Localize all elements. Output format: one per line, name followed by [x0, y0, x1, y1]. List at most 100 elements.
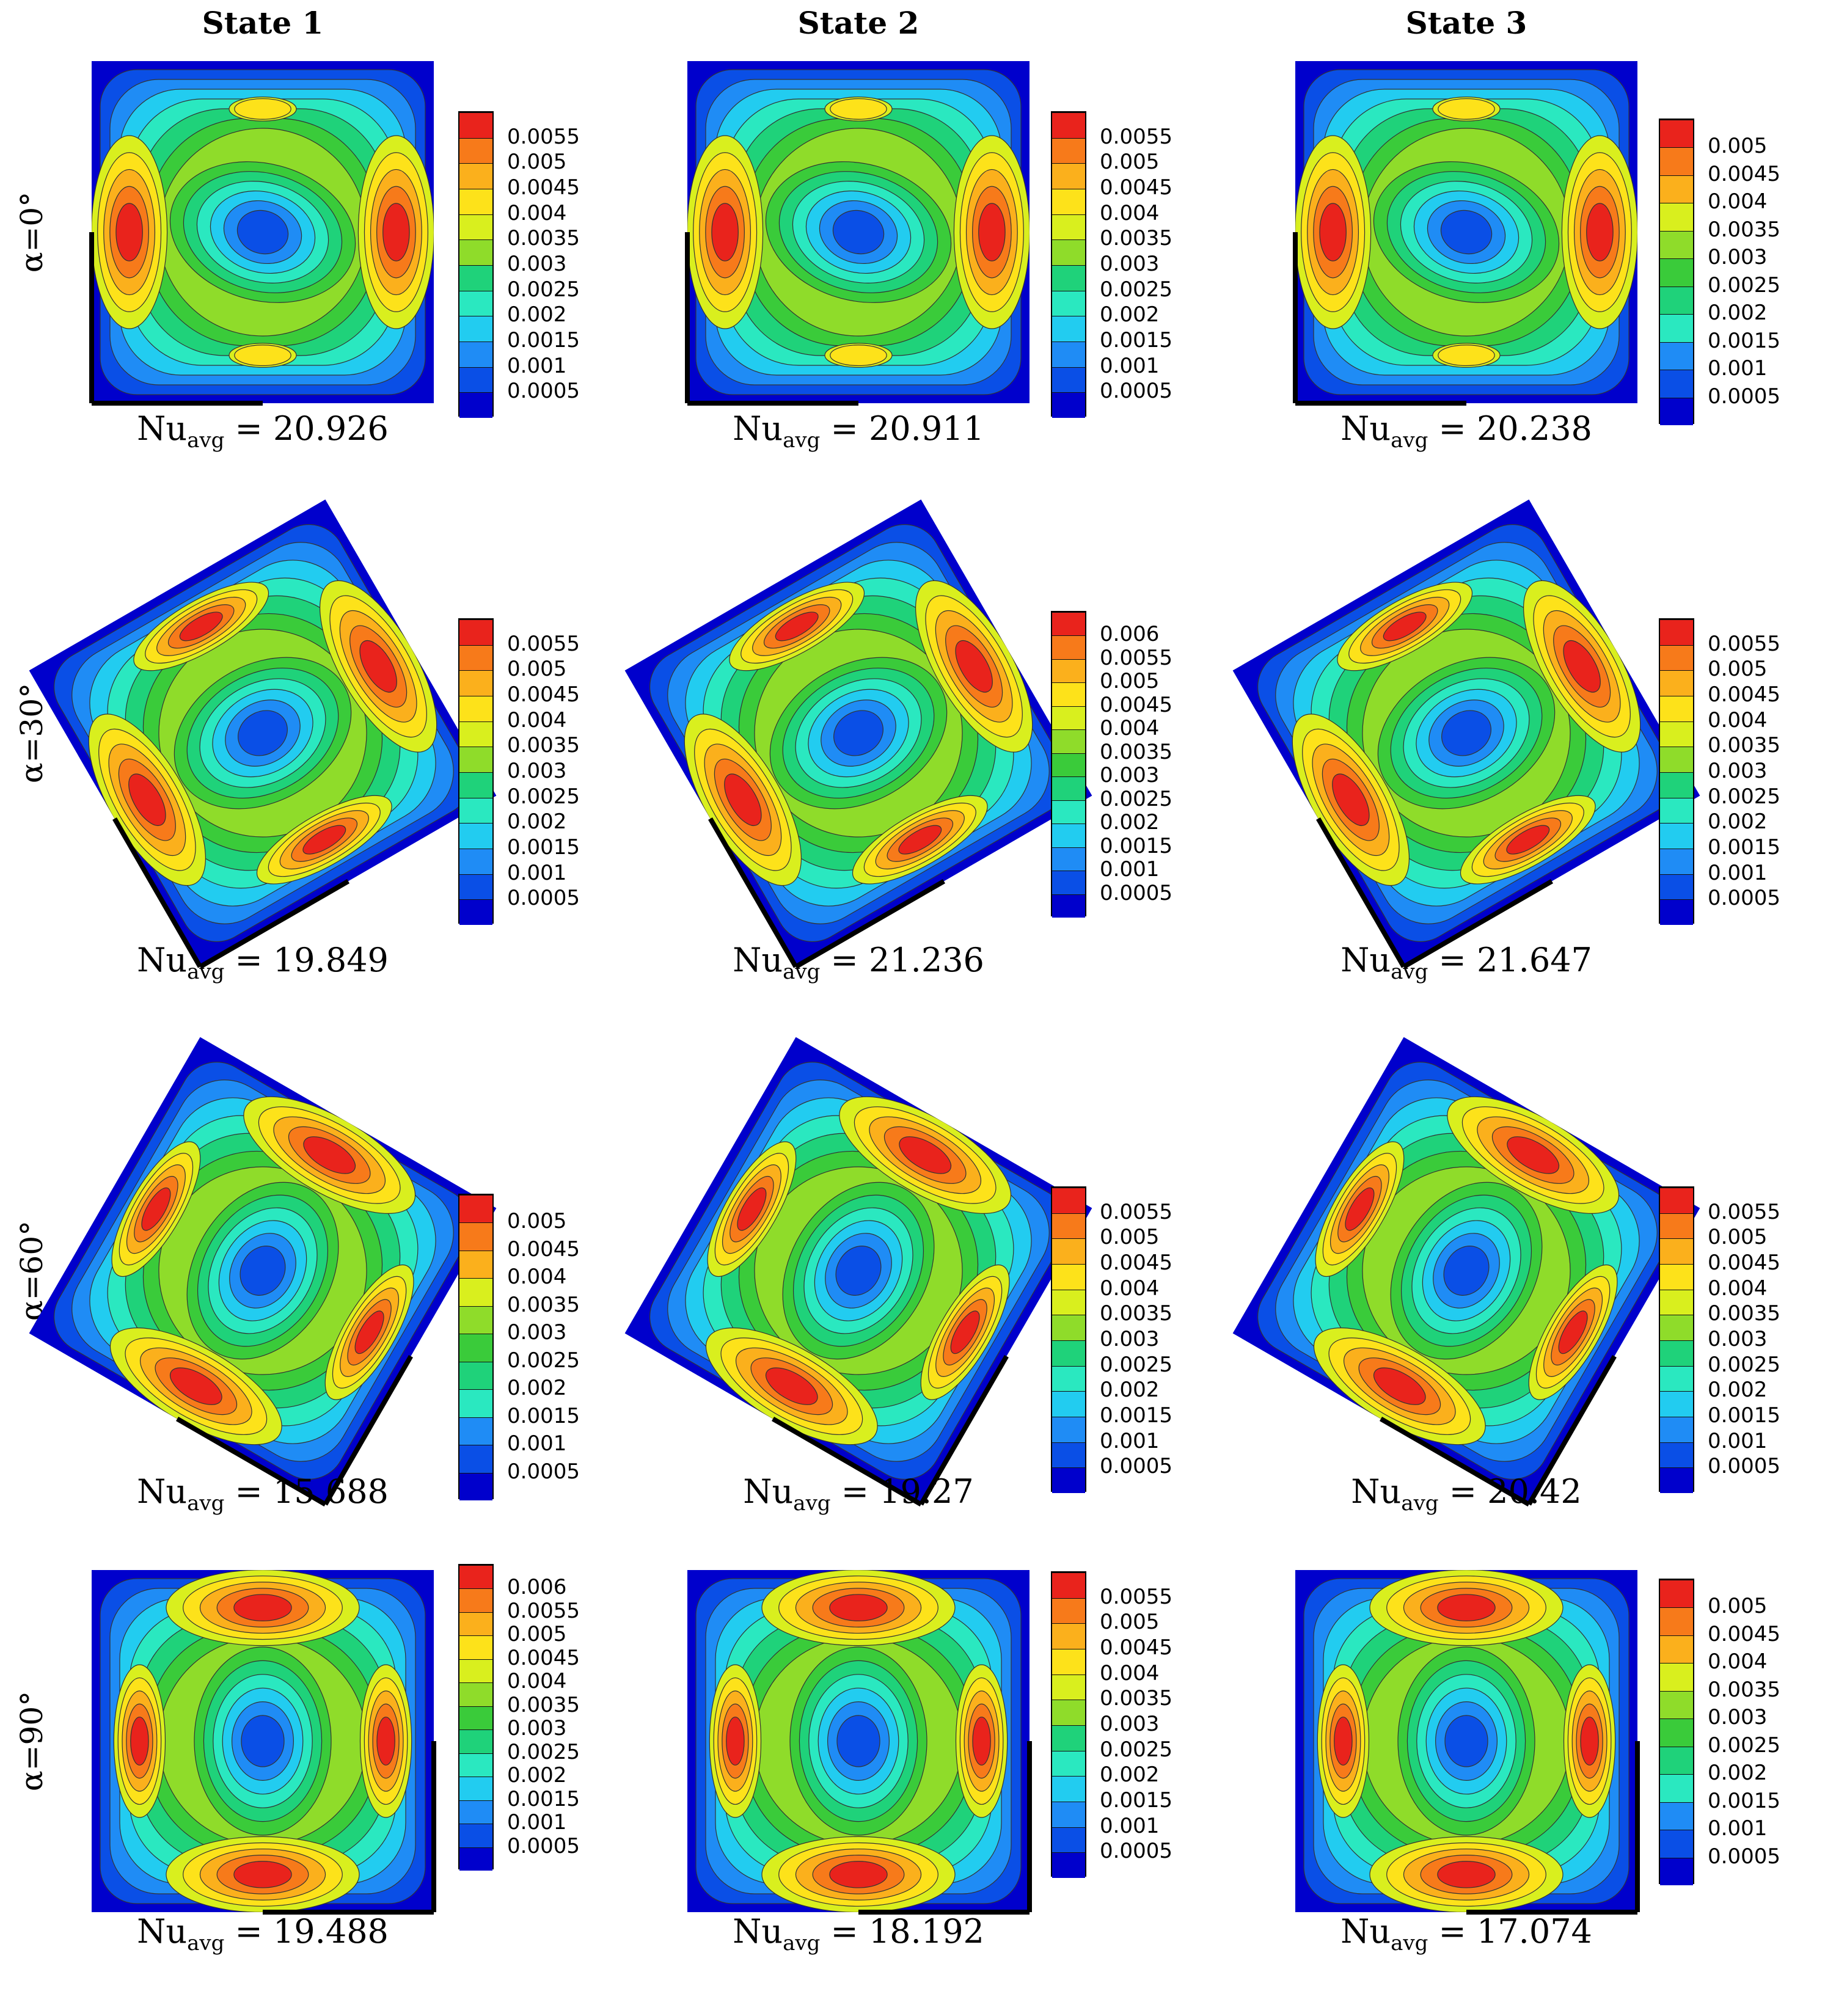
- contour-hotspot: [829, 1861, 888, 1888]
- legend-swatch: [1660, 1690, 1693, 1719]
- legend-swatch: [1052, 1365, 1085, 1392]
- nu-value: 19.849: [272, 941, 389, 979]
- legend-label: 0.0015: [1708, 835, 1780, 860]
- contour-hotspot: [1580, 1717, 1599, 1766]
- heated-wall: [1380, 1417, 1531, 1507]
- legend-label: 0.005: [1708, 1594, 1768, 1619]
- legend-colorbar: [458, 111, 494, 418]
- legend-label: 0.0005: [1100, 1454, 1172, 1479]
- contour-hotspot: [775, 612, 819, 641]
- contour-hotspot: [1437, 1861, 1496, 1888]
- contour-hotspot: [382, 203, 410, 261]
- contour-core: [1440, 210, 1493, 255]
- legend-swatch: [1660, 314, 1693, 342]
- legend-label: 0.0015: [1100, 1788, 1172, 1813]
- contour-hotspot: [128, 773, 166, 827]
- legend-label: 0.002: [1708, 1378, 1768, 1403]
- legend-label: 0.0015: [507, 1786, 580, 1811]
- legend-label: 0.0025: [1100, 786, 1172, 811]
- contour-plot: [29, 1037, 497, 1507]
- legend-colorbar: [1051, 111, 1086, 418]
- legend-label: 0.002: [507, 809, 567, 835]
- legend-label: 0.0005: [1708, 886, 1780, 911]
- legend-label: 0.0055: [1100, 1584, 1172, 1609]
- legend-swatch: [459, 1612, 492, 1636]
- legend-label: 0.003: [1708, 1327, 1768, 1351]
- legend-swatch: [1660, 147, 1693, 175]
- legend-swatch: [459, 1445, 492, 1473]
- legend-label: 0.0035: [1100, 1301, 1172, 1326]
- legend-label: 0.0045: [1708, 161, 1780, 186]
- contour-hotspot: [724, 773, 762, 827]
- contour-core: [835, 1246, 882, 1296]
- legend-label: 0.0055: [507, 631, 580, 656]
- legend-label: 0.005: [1100, 1225, 1160, 1250]
- nu-subscript: avg: [187, 1491, 225, 1516]
- nu-symbol: Nu: [1340, 409, 1391, 448]
- legend-label: 0.0045: [507, 1236, 580, 1262]
- legend-swatch: [1660, 397, 1693, 425]
- contour-hotspot: [1437, 1594, 1496, 1621]
- legend-swatch: [459, 1195, 492, 1223]
- legend-swatch: [1660, 1774, 1693, 1802]
- contour-hotspot: [955, 640, 993, 693]
- legend-label: 0.0035: [1100, 739, 1172, 764]
- nu-subscript: avg: [783, 428, 821, 453]
- nu-value: 18.192: [868, 1912, 984, 1951]
- legend-swatch: [1660, 849, 1693, 874]
- legend-label: 0.0005: [1100, 1839, 1172, 1864]
- contour-hotspot: [1558, 1310, 1588, 1354]
- contour-hotspot: [179, 612, 223, 641]
- legend-swatch: [1052, 265, 1085, 291]
- legend-label: 0.003: [1100, 763, 1160, 788]
- legend-swatch: [459, 239, 492, 265]
- nu-value: 21.647: [1476, 941, 1592, 979]
- legend-swatch: [1052, 1264, 1085, 1290]
- legend-label: 0.002: [1708, 301, 1768, 326]
- legend-swatch: [1660, 797, 1693, 824]
- contour-hotspot: [141, 1187, 171, 1231]
- heated-wall: [1527, 1355, 1617, 1506]
- legend-swatch: [1660, 341, 1693, 370]
- legend-swatch: [1660, 1365, 1693, 1392]
- legend-label: 0.001: [1708, 860, 1768, 885]
- nu-equals: =: [224, 1472, 273, 1511]
- legend-label: 0.006: [1100, 622, 1160, 647]
- contour-hotspot: [765, 1367, 818, 1405]
- legend-swatch: [1660, 1340, 1693, 1366]
- legend-label: 0.002: [1100, 1378, 1160, 1403]
- contour-hotspot: [1319, 203, 1347, 261]
- legend-swatch: [459, 1472, 492, 1500]
- contour-core: [1443, 1246, 1490, 1296]
- legend-swatch: [459, 1565, 492, 1589]
- legend-colorbar: [458, 618, 494, 925]
- contour-hotspot: [1438, 345, 1495, 367]
- legend-swatch: [1660, 258, 1693, 287]
- legend-label: 0.001: [507, 1431, 567, 1456]
- nu-subscript: avg: [1391, 428, 1428, 453]
- nu-value: 20.926: [272, 409, 389, 448]
- legend-label: 0.001: [1708, 1816, 1768, 1841]
- nu-avg-label: Nuavg = 19.488: [104, 1912, 422, 1956]
- legend-label: 0.0025: [1100, 1737, 1172, 1762]
- legend-swatch: [459, 874, 492, 900]
- contour-core: [1444, 1715, 1488, 1767]
- legend-label: 0.0015: [507, 328, 580, 352]
- nu-subscript: avg: [1391, 1931, 1428, 1956]
- legend-label: 0.004: [507, 707, 567, 732]
- legend-swatch: [459, 747, 492, 772]
- legend-swatch: [1660, 175, 1693, 203]
- nu-avg-label: Nuavg = 20.42: [1308, 1472, 1625, 1516]
- nu-symbol: Nu: [733, 409, 783, 448]
- legend-label: 0.0005: [1100, 379, 1172, 404]
- contour-hotspot: [1586, 203, 1614, 261]
- legend-swatch: [1052, 1213, 1085, 1239]
- legend-swatch: [1052, 894, 1085, 918]
- legend-label: 0.005: [507, 150, 567, 175]
- nu-equals: =: [820, 941, 869, 979]
- contour-core: [241, 1715, 285, 1767]
- legend-label: 0.0005: [507, 886, 580, 911]
- legend-label: 0.0035: [1100, 1686, 1172, 1711]
- legend-colorbar: [1659, 1579, 1694, 1885]
- contour-hotspot: [376, 1717, 395, 1766]
